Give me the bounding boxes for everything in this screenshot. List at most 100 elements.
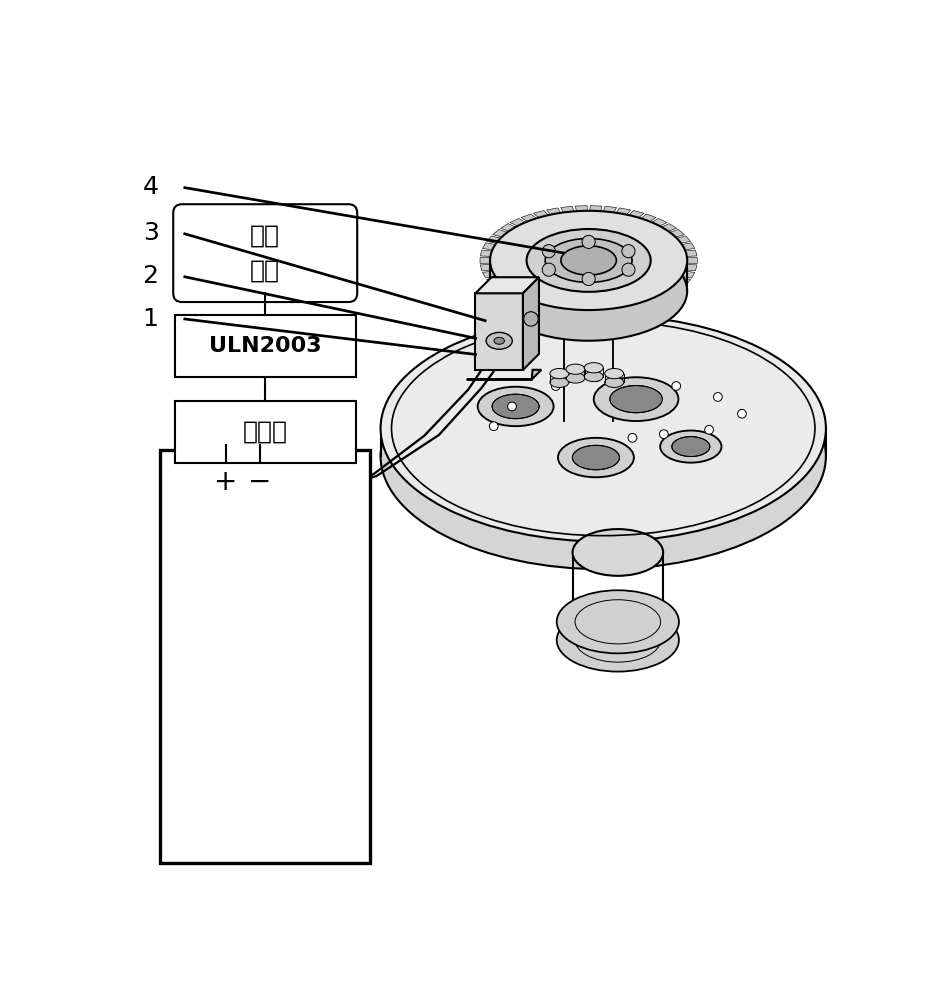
Circle shape: [622, 263, 635, 276]
Polygon shape: [480, 250, 492, 256]
Ellipse shape: [566, 364, 585, 374]
Polygon shape: [482, 243, 495, 250]
Circle shape: [592, 373, 600, 382]
Polygon shape: [686, 264, 697, 271]
FancyBboxPatch shape: [173, 204, 357, 302]
Ellipse shape: [557, 609, 679, 672]
Polygon shape: [466, 370, 542, 379]
Polygon shape: [523, 277, 539, 370]
Polygon shape: [476, 277, 539, 293]
FancyBboxPatch shape: [476, 293, 523, 370]
Polygon shape: [670, 284, 685, 291]
Ellipse shape: [490, 241, 688, 341]
Polygon shape: [652, 218, 667, 226]
Ellipse shape: [381, 343, 826, 569]
Text: 3: 3: [142, 221, 158, 245]
Polygon shape: [661, 224, 676, 231]
Polygon shape: [676, 278, 690, 285]
Circle shape: [551, 382, 560, 390]
Circle shape: [738, 409, 746, 418]
Ellipse shape: [550, 377, 569, 387]
Polygon shape: [652, 295, 667, 302]
Polygon shape: [493, 284, 508, 291]
Polygon shape: [629, 211, 644, 218]
Ellipse shape: [584, 363, 603, 373]
Circle shape: [543, 245, 556, 258]
Polygon shape: [533, 303, 548, 310]
Polygon shape: [511, 295, 526, 302]
Polygon shape: [480, 257, 490, 263]
Polygon shape: [590, 206, 602, 211]
Ellipse shape: [593, 377, 678, 421]
Ellipse shape: [381, 315, 826, 542]
Ellipse shape: [494, 337, 504, 344]
Polygon shape: [576, 310, 587, 315]
Polygon shape: [546, 306, 560, 313]
Ellipse shape: [492, 394, 539, 419]
FancyBboxPatch shape: [160, 450, 370, 863]
Ellipse shape: [605, 368, 624, 379]
Circle shape: [628, 433, 637, 442]
Ellipse shape: [490, 211, 688, 310]
Polygon shape: [500, 290, 515, 297]
Text: 继电器: 继电器: [243, 420, 287, 444]
Circle shape: [489, 422, 498, 431]
Polygon shape: [480, 264, 492, 271]
Ellipse shape: [605, 377, 624, 387]
Polygon shape: [533, 211, 548, 218]
Polygon shape: [487, 278, 500, 285]
Polygon shape: [641, 299, 657, 307]
Ellipse shape: [584, 371, 603, 382]
Polygon shape: [616, 208, 630, 215]
Ellipse shape: [550, 368, 569, 379]
Polygon shape: [487, 236, 500, 243]
Circle shape: [705, 425, 713, 434]
Text: 4: 4: [142, 175, 158, 199]
Polygon shape: [661, 290, 676, 297]
Ellipse shape: [609, 386, 662, 413]
Ellipse shape: [566, 373, 585, 383]
Circle shape: [622, 245, 635, 258]
Text: +: +: [214, 468, 237, 496]
Polygon shape: [686, 250, 697, 256]
Text: 1: 1: [142, 307, 158, 331]
Polygon shape: [493, 229, 508, 237]
Polygon shape: [682, 243, 695, 250]
Ellipse shape: [486, 332, 512, 349]
Polygon shape: [629, 303, 644, 310]
Polygon shape: [687, 257, 697, 263]
FancyBboxPatch shape: [174, 401, 356, 463]
FancyBboxPatch shape: [174, 315, 356, 377]
Circle shape: [582, 235, 595, 248]
Polygon shape: [604, 308, 617, 315]
Circle shape: [672, 382, 681, 390]
Polygon shape: [560, 308, 574, 315]
Circle shape: [543, 263, 556, 276]
Polygon shape: [500, 224, 515, 231]
Ellipse shape: [558, 438, 634, 477]
Ellipse shape: [660, 431, 722, 463]
Circle shape: [582, 272, 595, 286]
Polygon shape: [670, 229, 685, 237]
Polygon shape: [576, 206, 587, 211]
Polygon shape: [676, 236, 690, 243]
Ellipse shape: [527, 229, 651, 292]
Ellipse shape: [560, 246, 616, 275]
Text: 2: 2: [142, 264, 158, 288]
Polygon shape: [560, 206, 574, 212]
Circle shape: [713, 393, 723, 401]
Ellipse shape: [557, 590, 679, 653]
Ellipse shape: [573, 445, 620, 470]
Polygon shape: [521, 214, 536, 221]
Circle shape: [508, 402, 516, 411]
Ellipse shape: [573, 529, 663, 576]
Ellipse shape: [478, 387, 554, 426]
Polygon shape: [604, 206, 617, 212]
Text: ULN2003: ULN2003: [209, 336, 321, 356]
Polygon shape: [511, 218, 526, 226]
Ellipse shape: [524, 312, 538, 326]
Polygon shape: [546, 208, 560, 215]
Polygon shape: [482, 271, 495, 278]
Text: −: −: [249, 468, 271, 496]
Polygon shape: [641, 214, 657, 221]
